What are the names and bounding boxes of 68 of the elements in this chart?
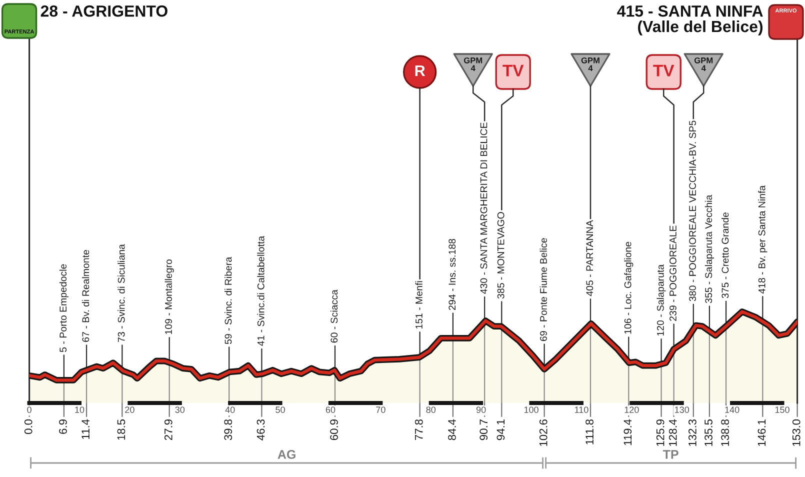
x2-tick-label: 135.5 [704, 419, 712, 446]
ref-line-label: 28 - AGRIGENTO [40, 5, 168, 17]
ref-line-label: 69 - Ponte Fiume Belice [540, 238, 547, 341]
x2-tick-label: 102.6 [539, 419, 548, 446]
x2-tick-label: 46.3 [256, 419, 265, 440]
x-tick-label: 20 [125, 406, 134, 413]
x-tick-label: 100 [524, 406, 538, 413]
ref-line-label: 60 - Sciacca [330, 290, 338, 343]
x2-tick-label: 77.8 [414, 419, 423, 440]
text: GPM 4 [694, 57, 713, 72]
x-tick-label: 50 [276, 406, 285, 413]
x2-tick-label: 0.0 [24, 419, 32, 434]
x2-tick-label: 146.1 [758, 420, 766, 446]
ref-line-label: 67 - Bv. di Realmonte [82, 250, 90, 342]
x2-tick-label: 90.7 [480, 420, 488, 440]
x-tick-label: 150 [775, 406, 790, 413]
x-tick-label: 30 [175, 406, 185, 413]
x2-tick-label: 27.9 [164, 419, 172, 440]
x-tick-label: 80 [426, 406, 436, 413]
x2-tick-label: 111.8 [586, 419, 594, 444]
x2-tick-label: 132.3 [688, 419, 696, 446]
x2-tick-label: 18.5 [117, 419, 126, 440]
text: TV [653, 64, 674, 76]
x2-tick-label: 6.9 [59, 419, 67, 434]
text: TV [502, 64, 524, 76]
x2-tick-label: 128.4 [668, 419, 677, 446]
x2-tick-label: 119.4 [624, 419, 632, 446]
x2-tick-label: 39.8 [224, 419, 232, 440]
x-tick-label: 70 [376, 406, 386, 413]
text: R [415, 65, 426, 76]
ref-line-label: 405 - PARTANNA [586, 220, 594, 296]
ref-line-label: 41 - Svinc.di Caltabellotta [257, 236, 264, 346]
text: TP [662, 450, 678, 459]
ref-line-label: 151 - Menfi [415, 281, 422, 329]
x2-tick-label: 84.4 [448, 419, 456, 440]
ref-line-label: 294 - Ins. ss.188 [448, 238, 456, 310]
ref-line-label: 73 - Svinc. di Siculiana [118, 244, 125, 342]
ref-line-label: 375 - Cretto Grande [721, 212, 729, 298]
ref-line-label: 239 - POGGIOREALE [670, 226, 676, 321]
x-tick-label: 40 [225, 406, 235, 413]
ref-line-label: 415 - SANTA NINFA (Valle del Belice) [617, 5, 763, 36]
ref-line-label: 430 - SANTA MARGHERITA DI BELICE [480, 122, 488, 294]
ref-line-label: 418 - Bv. per Santa Ninfa [758, 185, 768, 294]
ref-line-label: 59 - Svinc. di Ribera [224, 256, 232, 344]
x-tick-label: 110 [574, 406, 588, 413]
x-tick-label: 90 [476, 406, 486, 413]
ref-line-label: 120 - Salaparuta [656, 264, 666, 336]
ref-line-label: 109 - Montallegro [164, 260, 174, 334]
ref-line-label: 106 - Loc. Gafaglione [624, 242, 634, 334]
ref-line-label: 380 - POGGIOREALE VECCHIA-BV. SP5 [689, 120, 696, 302]
x2-tick-label: 153.0 [792, 419, 800, 446]
x-tick-label: 0 [27, 406, 32, 413]
x2-tick-label: 94.1 [496, 420, 505, 440]
x-tick-label: 120 [624, 406, 639, 413]
ref-line-label: 5 - Porto Empedocle [59, 264, 68, 352]
x-tick-label: 130 [675, 406, 690, 413]
ref-line-label: 385 - MONTEVAGO [497, 212, 504, 299]
x2-tick-label: 138.8 [721, 419, 730, 446]
text: AG [278, 450, 296, 459]
x-tick-label: 140 [725, 406, 740, 413]
text: GPM 4 [464, 57, 482, 72]
ref-line-label: 355 - Salaparuta Vecchia [704, 194, 714, 304]
x-tick-label: 60 [326, 406, 336, 413]
x2-tick-label: 60.9 [330, 419, 338, 440]
text: GPM 4 [581, 57, 600, 72]
x2-tick-label: 125.9 [656, 419, 664, 446]
x-tick-label: 10 [75, 406, 84, 413]
x2-tick-label: 11.4 [82, 419, 90, 439]
